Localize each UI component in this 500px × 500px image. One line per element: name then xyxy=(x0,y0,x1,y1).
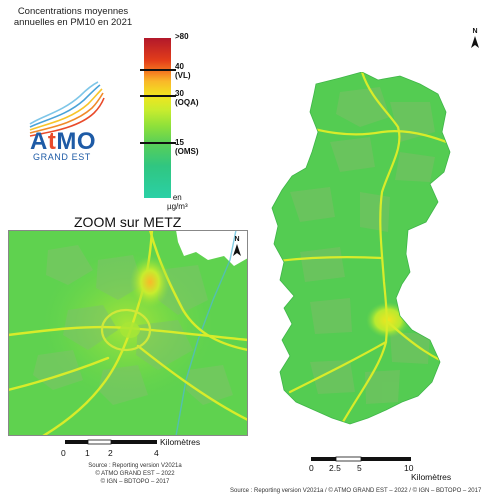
legend-label-80: >80 xyxy=(175,32,189,41)
legend-label-15: 15 (OMS) xyxy=(175,138,199,156)
legend-unit-line2: µg/m³ xyxy=(167,202,188,211)
main-map-north-arrow: N xyxy=(468,28,482,53)
logo-letters-mo: MO xyxy=(56,128,97,155)
scale-unit: Kilomètres xyxy=(160,437,201,447)
zoom-map-scale-bar: 0 1 2 4 Kilomètres xyxy=(55,437,225,461)
main-map-region xyxy=(271,72,451,425)
logo-letter-t: t xyxy=(47,128,57,155)
zoom-map-hotspot xyxy=(130,256,170,308)
main-map-source: Source : Reporting version V2021a / © AT… xyxy=(230,488,482,494)
map-title: Concentrations moyennes annuelles en PM1… xyxy=(8,6,138,28)
atmo-logo-text: AtMO xyxy=(30,128,96,156)
zoom-map-north-arrow: N xyxy=(230,236,244,261)
scale-tick-1: 1 xyxy=(85,448,90,458)
legend-label-15-value: 15 xyxy=(175,138,184,147)
source-line1: Source : Reporting version V2021a xyxy=(88,463,182,469)
legend-threshold-line-15 xyxy=(140,142,176,144)
main-map-north-label: N xyxy=(472,28,478,35)
source-line2: © ATMO GRAND EST – 2022 xyxy=(95,471,175,477)
legend-label-30-name: (OQA) xyxy=(175,98,199,107)
map-title-line1: Concentrations moyennes xyxy=(17,6,129,17)
zoom-map-city-center xyxy=(120,322,140,338)
zoom-map-north-label: N xyxy=(234,236,240,243)
concentration-legend: >80 40 (VL) 30 (OQA) 15 (OMS) en µg/m³ xyxy=(140,32,220,214)
legend-unit: en µg/m³ xyxy=(167,193,188,211)
zoom-map-river xyxy=(175,230,237,436)
scale-tick-10: 10 xyxy=(404,463,414,473)
legend-threshold-line-30 xyxy=(140,95,176,97)
north-arrow-icon xyxy=(471,36,479,48)
scale-unit: Kilomètres xyxy=(411,472,452,482)
legend-label-40: 40 (VL) xyxy=(175,62,191,80)
logo-letter-a: A xyxy=(30,128,48,155)
legend-label-40-value: 40 xyxy=(175,62,184,71)
scale-tick-4: 4 xyxy=(154,448,159,458)
north-arrow-icon xyxy=(233,244,241,256)
main-map-boundary xyxy=(271,72,451,425)
main-map-built-up-patches xyxy=(290,87,435,404)
zoom-map-metz xyxy=(8,230,248,436)
atmo-logo-swoosh-icon xyxy=(29,81,105,137)
legend-label-40-name: (VL) xyxy=(175,71,191,80)
map-title-line2: annuelles en PM10 en 2021 xyxy=(13,17,133,28)
scale-tick-0: 0 xyxy=(309,463,314,473)
legend-label-15-name: (OMS) xyxy=(175,147,199,156)
legend-color-bar xyxy=(144,38,171,198)
zoom-map-source: Source : Reporting version V2021a © ATMO… xyxy=(80,462,190,486)
zoom-map-title: ZOOM sur METZ xyxy=(74,214,182,230)
scale-tick-0: 0 xyxy=(61,448,66,458)
zoom-map-frame xyxy=(8,230,248,436)
scale-tick-5: 5 xyxy=(357,463,362,473)
scale-bar-graphic xyxy=(311,456,411,462)
zoom-map-ring-road xyxy=(100,308,152,352)
atmo-logo-subtitle: GRAND EST xyxy=(33,152,91,162)
main-map-scale-bar: 0 2.5 5 10 Kilomètres xyxy=(305,454,475,482)
legend-label-30-value: 30 xyxy=(175,89,184,98)
scale-bar-graphic xyxy=(65,439,157,445)
source-line3: © IGN – BDTOPO – 2017 xyxy=(100,479,170,485)
legend-label-30: 30 (OQA) xyxy=(175,89,199,107)
scale-tick-2: 2 xyxy=(108,448,113,458)
legend-unit-line1: en xyxy=(172,193,182,202)
legend-threshold-line-40 xyxy=(140,69,176,71)
scale-tick-2-5: 2.5 xyxy=(329,463,341,473)
